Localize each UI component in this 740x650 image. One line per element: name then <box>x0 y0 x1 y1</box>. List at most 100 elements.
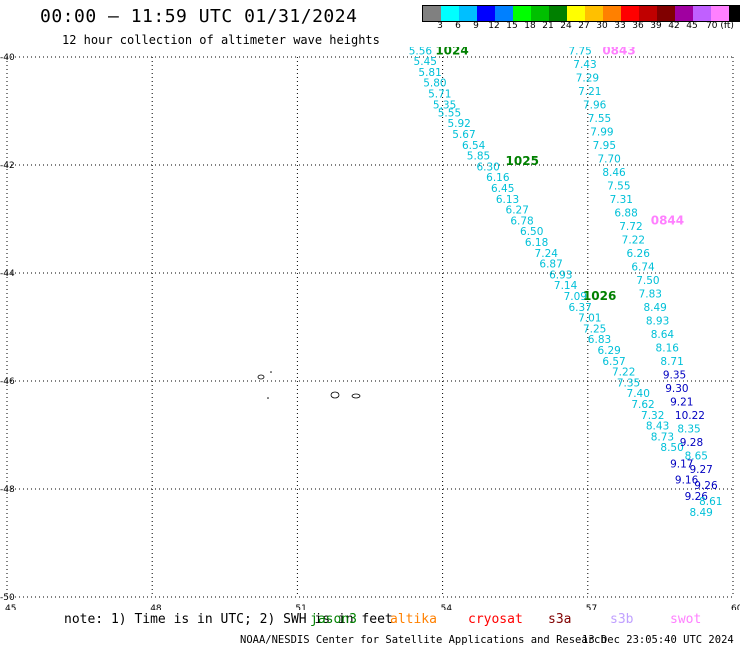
colorbar <box>422 5 740 22</box>
wave-height-point: 8.73 <box>651 431 674 443</box>
wave-height-point: 8.61 <box>699 496 722 508</box>
wave-height-point: 6.29 <box>597 345 620 357</box>
wave-height-point: 5.81 <box>418 67 441 79</box>
credit-text: NOAA/NESDIS Center for Satellite Applica… <box>240 634 607 646</box>
colorbar-swatch <box>495 6 513 21</box>
wave-height-point: 6.18 <box>525 237 548 249</box>
wave-height-point: 8.49 <box>689 507 712 519</box>
wave-height-point: 5.67 <box>452 129 475 141</box>
wave-height-point: 7.43 <box>573 59 596 71</box>
wave-height-point: 9.21 <box>670 396 693 408</box>
wave-height-point: 6.45 <box>491 183 514 195</box>
colorbar-label: 45 <box>686 21 698 31</box>
footer-note: note: 1) Time is in UTC; 2) SWH is in fe… <box>64 612 393 627</box>
colorbar-label: 6 <box>455 21 461 31</box>
x-tick-label: 54 <box>441 604 453 610</box>
colorbar-label: 30 <box>596 21 608 31</box>
wave-height-point: 7.95 <box>593 140 616 152</box>
y-tick-label: -46 <box>0 377 15 387</box>
credit-timestamp: 13 Dec 23:05:40 UTC 2024 <box>582 634 734 646</box>
wave-height-point: 5.92 <box>447 118 470 130</box>
wave-height-point: 7.99 <box>590 126 613 138</box>
island-shape <box>267 397 269 399</box>
colorbar-label: 70 (ft) <box>706 21 734 31</box>
wave-height-point: 6.16 <box>486 172 510 184</box>
wave-height-point: 7.09 <box>564 291 587 303</box>
island-shape <box>330 391 340 399</box>
wave-height-point: 6.26 <box>627 248 651 260</box>
colorbar-swatch <box>675 6 693 21</box>
y-tick-label: -48 <box>0 485 15 495</box>
wave-height-point: 6.87 <box>539 259 562 271</box>
page-subtitle: 12 hour collection of altimeter wave hei… <box>62 33 380 47</box>
wave-height-point: 5.71 <box>428 89 451 101</box>
y-tick-label: -44 <box>0 269 15 279</box>
colorbar-swatch <box>603 6 621 21</box>
wave-height-point: 8.35 <box>677 423 700 435</box>
colorbar-swatch <box>459 6 477 21</box>
wave-height-point: 7.75 <box>568 45 591 57</box>
colorbar-label: 42 <box>668 21 680 31</box>
wave-height-point: 6.50 <box>520 226 543 238</box>
wave-height-point: 5.56 <box>409 45 433 57</box>
colorbar-label: 9 <box>473 21 479 31</box>
island-shape <box>270 371 272 373</box>
legend: jason3 altika cryosat s3a s3b swot <box>0 612 740 628</box>
x-tick-label: 51 <box>295 604 306 610</box>
page-title: 00:00 – 11:59 UTC 01/31/2024 <box>40 6 358 27</box>
wave-height-point: 9.30 <box>665 383 688 395</box>
colorbar-label: 12 <box>488 21 500 31</box>
y-tick-label: -50 <box>0 593 15 603</box>
y-tick-label: -40 <box>0 53 15 63</box>
wave-height-point: 7.35 <box>617 377 640 389</box>
wave-height-point: 6.74 <box>631 261 655 273</box>
legend-entry-s3a: s3a <box>548 612 572 627</box>
wave-height-point: 8.71 <box>660 356 683 368</box>
wave-height-point: 9.16 <box>675 475 699 487</box>
wave-height-point: 6.13 <box>496 194 519 206</box>
wave-height-point: 9.35 <box>663 369 686 381</box>
wave-height-point: 9.26 <box>694 480 718 492</box>
colorbar-swatch <box>441 6 459 21</box>
wave-height-point: 7.55 <box>607 180 630 192</box>
wave-height-point: 5.80 <box>423 78 446 90</box>
wave-height-point: 6.57 <box>602 356 625 368</box>
wave-height-point: 7.21 <box>578 86 601 98</box>
wave-height-point: 7.72 <box>619 221 642 233</box>
colorbar-swatch <box>513 6 531 21</box>
wave-height-point: 7.83 <box>639 288 662 300</box>
pass-time-label: 0844 <box>651 213 684 227</box>
wave-height-point: 5.85 <box>467 151 490 163</box>
colorbar-label: 27 <box>578 21 590 31</box>
wave-height-point: 7.24 <box>535 248 559 260</box>
wave-height-point: 7.40 <box>627 388 650 400</box>
colorbar-label: 21 <box>542 21 554 31</box>
legend-entry-s3b: s3b <box>610 612 634 627</box>
pass-time-label: 1024 <box>435 43 468 57</box>
colorbar-swatch <box>729 6 740 21</box>
chart-plot: 45 48 51 54 57 60-40-42-44-46-48-505.565.455.… <box>0 43 740 610</box>
colorbar-swatch <box>711 6 729 21</box>
wave-height-point: 8.93 <box>646 315 669 327</box>
pass-time-label: 0843 <box>602 43 635 57</box>
wave-height-point: 7.29 <box>576 72 599 84</box>
colorbar-swatch <box>585 6 603 21</box>
island-shape <box>351 393 361 399</box>
wave-height-point: 7.22 <box>612 367 635 379</box>
colorbar-swatch <box>531 6 549 21</box>
wave-height-point: 5.35 <box>433 99 456 111</box>
wave-height-point: 9.26 <box>685 491 709 503</box>
colorbar-label: 24 <box>560 21 572 31</box>
wave-height-point: 8.46 <box>602 167 626 179</box>
wave-height-point: 8.65 <box>685 450 708 462</box>
wave-height-point: 8.43 <box>646 421 669 433</box>
colorbar-swatch <box>621 6 639 21</box>
wave-height-point: 7.55 <box>588 113 611 125</box>
wave-height-point: 7.70 <box>597 153 620 165</box>
colorbar-swatch <box>549 6 567 21</box>
colorbar-swatch <box>567 6 585 21</box>
wave-height-point: 8.64 <box>651 329 675 341</box>
wave-height-point: 8.50 <box>660 442 683 454</box>
colorbar-swatch <box>639 6 657 21</box>
colorbar-label: 3 <box>437 21 443 31</box>
